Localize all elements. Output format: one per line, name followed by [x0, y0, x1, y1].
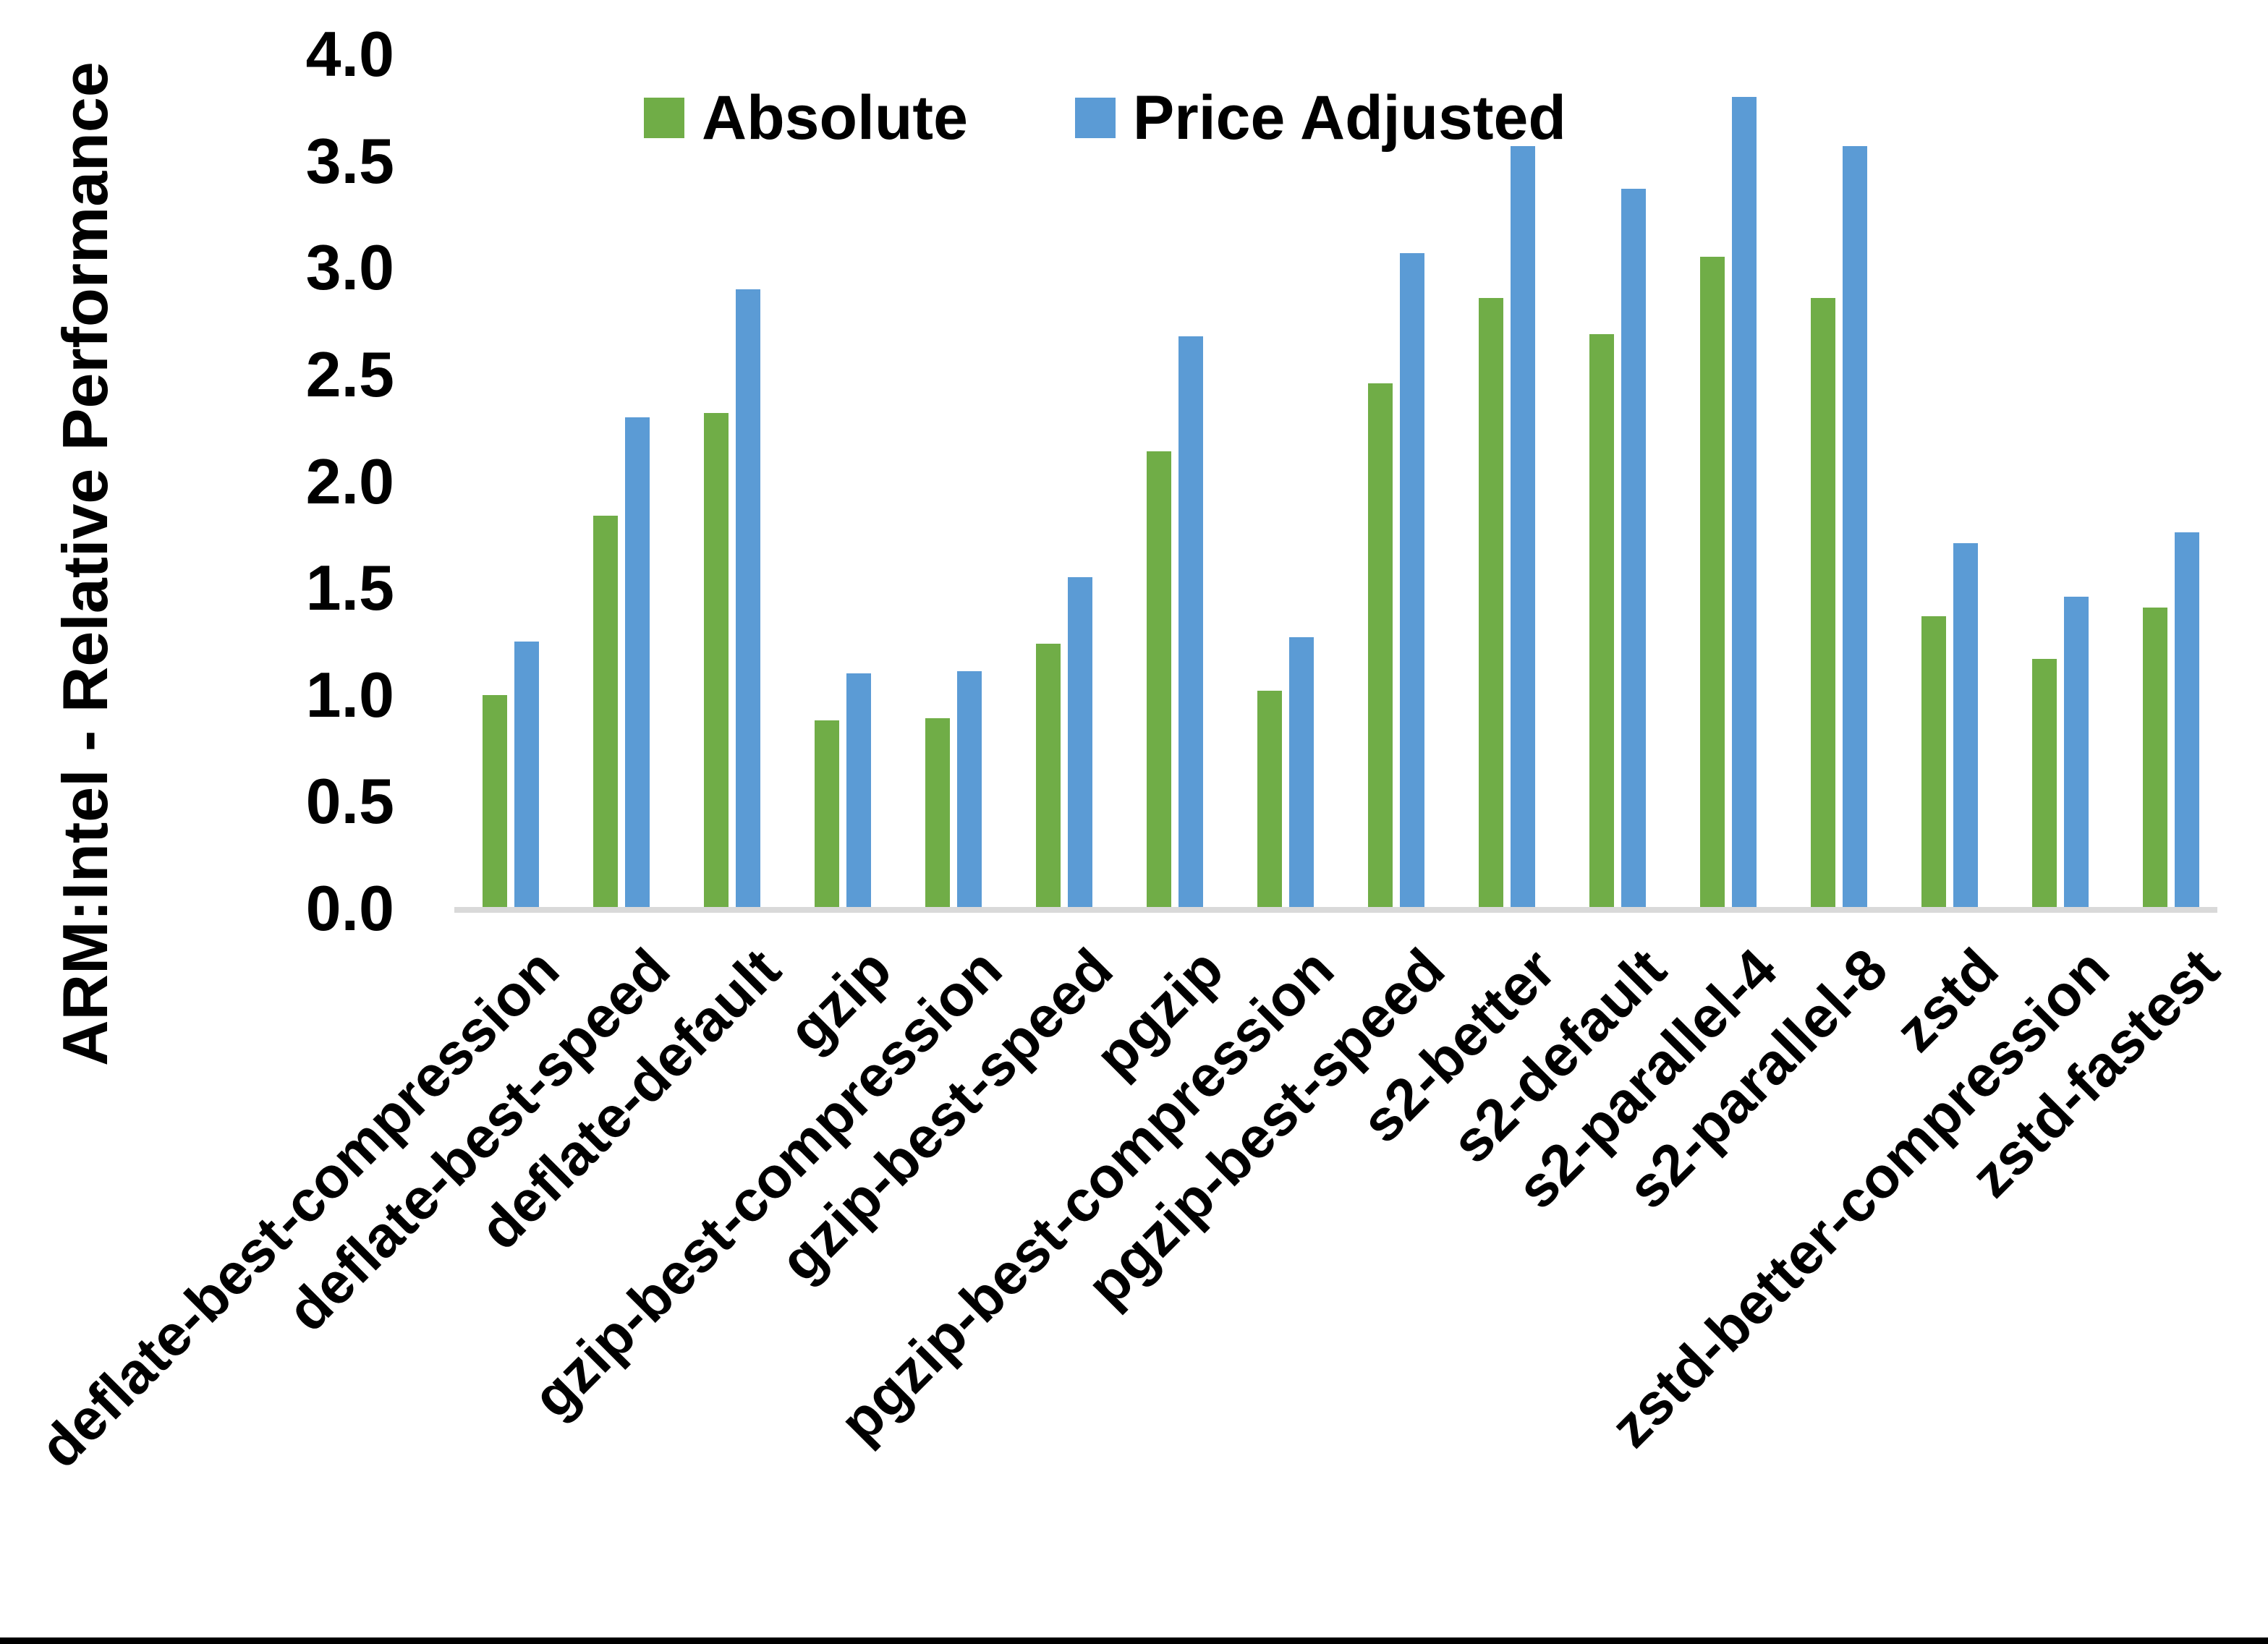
legend-swatch-absolute-icon	[644, 98, 684, 138]
y-tick-label: 0.0	[305, 872, 394, 944]
bar-absolute	[593, 515, 618, 908]
x-axis-line	[454, 907, 2217, 913]
bar-absolute	[925, 718, 950, 908]
bar-price-adjusted	[1511, 145, 1535, 908]
bar-absolute	[2032, 658, 2057, 908]
bar-absolute	[483, 694, 507, 908]
bar-price-adjusted	[625, 417, 650, 908]
bar-price-adjusted	[1400, 252, 1424, 908]
bar-price-adjusted	[2175, 532, 2199, 908]
bar-price-adjusted	[1843, 145, 1867, 908]
y-tick-label: 0.5	[305, 765, 394, 838]
legend-item-absolute: Absolute	[644, 82, 968, 154]
bar-absolute	[1479, 297, 1503, 908]
bar-price-adjusted	[514, 641, 539, 908]
bar-price-adjusted	[1732, 97, 1757, 908]
bar-absolute	[1921, 616, 1946, 908]
bar-price-adjusted	[1621, 189, 1646, 908]
bar-price-adjusted	[1289, 637, 1314, 908]
legend-label-price-adjusted: Price Adjusted	[1132, 82, 1566, 153]
bar-price-adjusted	[1178, 336, 1203, 908]
bar-absolute	[1368, 383, 1393, 908]
bar-absolute	[704, 413, 729, 908]
y-tick-label: 2.0	[305, 445, 394, 517]
bar-absolute	[1257, 690, 1282, 908]
bar-absolute	[1589, 333, 1614, 908]
bar-absolute	[1147, 451, 1171, 908]
bar-price-adjusted	[736, 289, 760, 908]
bar-absolute	[1811, 297, 1835, 908]
y-tick-label: 3.5	[305, 124, 394, 197]
bar-price-adjusted	[1068, 577, 1092, 908]
bar-price-adjusted	[957, 671, 982, 908]
bar-price-adjusted	[846, 673, 871, 908]
legend: Absolute Price Adjusted	[644, 78, 1653, 158]
bar-price-adjusted	[2064, 596, 2089, 908]
y-axis-title: ARM:Intel - Relative Performance	[49, 61, 121, 1067]
legend-swatch-price-adjusted-icon	[1074, 98, 1116, 138]
y-tick-label: 1.0	[305, 658, 394, 731]
y-tick-label: 2.5	[305, 338, 394, 410]
y-tick-label: 1.5	[305, 552, 394, 624]
bar-absolute	[815, 720, 839, 908]
bar-absolute	[2143, 607, 2167, 908]
bar-price-adjusted	[1953, 543, 1978, 908]
legend-label-absolute: Absolute	[702, 82, 968, 153]
bottom-border	[0, 1637, 2268, 1644]
bar-absolute	[1700, 257, 1725, 908]
legend-item-price-adjusted: Price Adjusted	[1074, 82, 1566, 154]
y-tick-label: 4.0	[305, 18, 394, 90]
bar-absolute	[1036, 643, 1061, 908]
y-tick-label: 3.0	[305, 231, 394, 304]
